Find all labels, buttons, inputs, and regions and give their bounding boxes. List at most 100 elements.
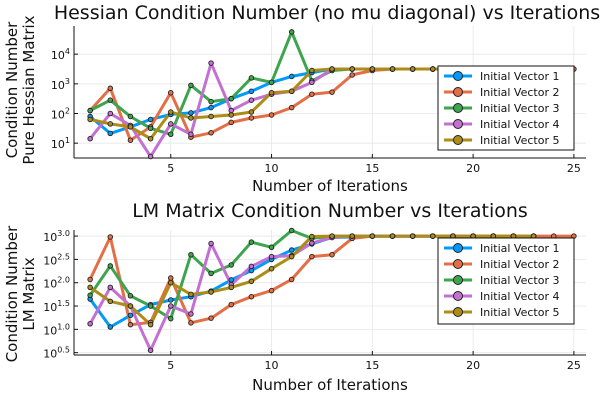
data-point	[268, 253, 275, 260]
y-axis-label-line1: Condition Number	[3, 21, 21, 158]
data-point	[309, 67, 315, 74]
data-point	[188, 251, 194, 258]
data-point	[268, 79, 275, 86]
data-point	[147, 153, 154, 160]
data-point	[87, 292, 93, 299]
data-point	[107, 298, 114, 305]
y-tick-label: 102.5	[43, 252, 70, 267]
data-point	[288, 247, 295, 253]
legend-entry-label: Initial Vector 5	[480, 306, 559, 319]
data-point	[309, 79, 315, 86]
data-point	[228, 301, 234, 308]
data-point	[188, 115, 194, 121]
data-point	[147, 125, 154, 132]
data-point	[288, 29, 295, 35]
data-point	[248, 278, 255, 285]
x-tick-label: 10	[265, 162, 279, 175]
y-tick-label: 102.0	[43, 276, 70, 291]
data-point	[228, 107, 234, 114]
legend-swatch-marker	[453, 119, 463, 129]
x-tick-label: 15	[365, 359, 379, 372]
legend-entry-label: Initial Vector 4	[480, 290, 559, 303]
legend-swatch-marker	[453, 135, 463, 145]
data-point	[107, 324, 114, 330]
data-point	[369, 66, 376, 72]
y-axis-label-line2: LM Matrix	[20, 257, 38, 330]
x-tick-label: 5	[167, 359, 174, 372]
data-point	[268, 244, 275, 251]
data-point	[107, 97, 114, 103]
data-point	[127, 303, 134, 309]
legend-entry-label: Initial Vector 4	[480, 118, 559, 131]
data-point	[248, 239, 255, 245]
data-point	[147, 321, 154, 328]
legend-entry-label: Initial Vector 1	[480, 242, 559, 255]
data-point	[329, 89, 335, 95]
x-tick-label: 25	[567, 162, 581, 175]
data-point	[87, 116, 93, 123]
data-point	[248, 97, 255, 103]
y-tick-label: 101.5	[43, 299, 70, 314]
x-axis-label: Number of Iterations	[252, 177, 408, 195]
data-point	[87, 107, 93, 114]
data-point	[168, 89, 174, 96]
y-axis-label-line1: Condition Number	[3, 225, 21, 362]
data-point	[107, 263, 114, 269]
data-point	[228, 95, 234, 102]
data-point	[248, 109, 255, 115]
data-point	[208, 113, 214, 120]
data-point	[107, 284, 114, 291]
data-point	[288, 253, 295, 260]
data-point	[168, 315, 174, 322]
data-point	[127, 137, 134, 143]
y-axis-label-line2: Pure Hessian Matrix	[20, 15, 38, 164]
legend: Initial Vector 1 Initial Vector 2 Initial …	[437, 65, 575, 151]
data-point	[107, 85, 114, 92]
data-point	[188, 311, 194, 317]
data-point	[147, 347, 154, 354]
data-point	[208, 289, 214, 295]
data-point	[147, 135, 154, 142]
data-point	[208, 104, 214, 111]
data-point	[107, 130, 114, 137]
x-ticks: 5 10 15 20 25	[167, 351, 581, 372]
legend-swatch-marker	[453, 103, 463, 113]
y-tick-label: 101.0	[43, 322, 70, 337]
data-point	[268, 112, 275, 118]
data-point	[87, 276, 93, 283]
data-point	[248, 263, 255, 270]
data-point	[208, 270, 214, 277]
data-point	[188, 291, 194, 298]
data-point	[288, 227, 295, 234]
data-point	[349, 233, 355, 239]
data-point	[147, 303, 154, 309]
data-point	[188, 110, 194, 116]
chart-lm: LM Matrix Condition Number vs Iterations…	[3, 200, 586, 394]
data-point	[228, 277, 234, 283]
axes-frame	[73, 26, 586, 159]
chart-title: LM Matrix Condition Number vs Iterations	[132, 200, 528, 222]
data-point	[87, 135, 93, 142]
chart-title: Hessian Condition Number (no mu diagonal…	[54, 2, 600, 24]
data-point	[127, 113, 134, 120]
data-point	[349, 66, 355, 72]
y-tick-label: 103.0	[43, 229, 70, 244]
data-point	[228, 119, 234, 126]
x-tick-label: 20	[466, 162, 480, 175]
data-point	[349, 72, 355, 78]
y-tick-label: 101	[51, 136, 70, 151]
data-point	[389, 233, 396, 239]
data-point	[409, 66, 416, 72]
data-point	[288, 276, 295, 283]
y-tick-label: 102	[51, 107, 70, 122]
data-point	[208, 130, 214, 136]
data-point	[168, 275, 174, 281]
data-point	[248, 115, 255, 121]
legend-swatch-marker	[453, 307, 463, 317]
data-point	[309, 240, 315, 246]
data-point	[168, 279, 174, 286]
data-point	[168, 131, 174, 138]
series-group	[87, 227, 577, 354]
y-tick-label: 104	[51, 47, 70, 62]
